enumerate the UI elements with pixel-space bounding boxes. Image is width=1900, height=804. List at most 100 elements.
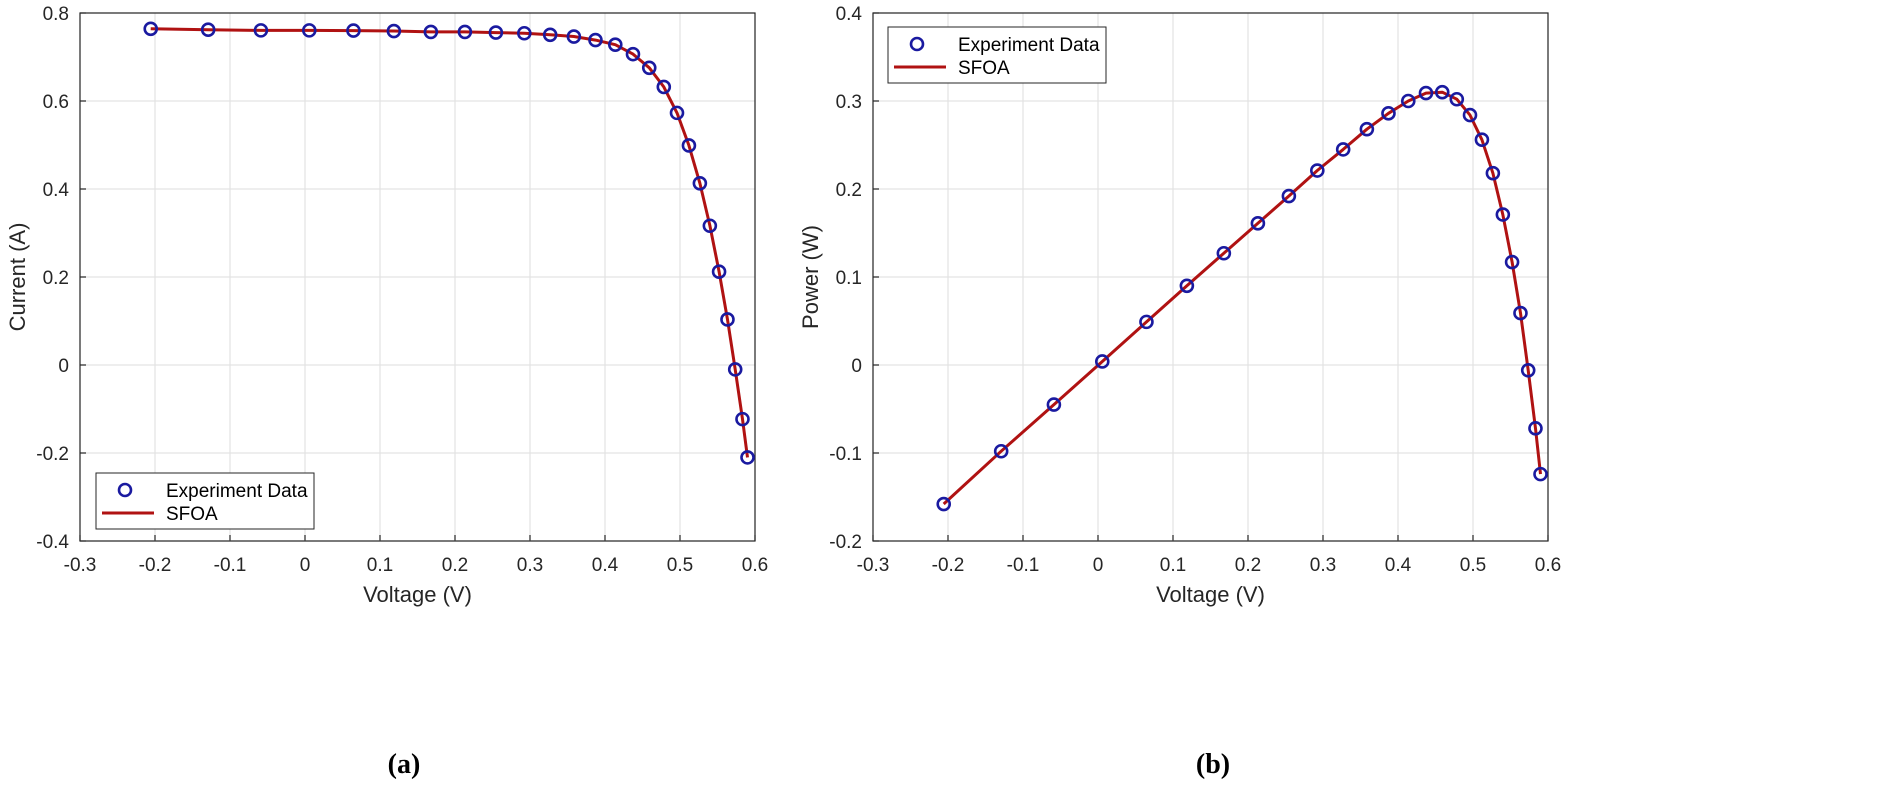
data-point (1474, 132, 1490, 148)
data-point (1046, 397, 1062, 412)
plot-frame (79, 12, 756, 542)
data-point (692, 175, 708, 191)
x-tick-label: 0 (300, 555, 311, 576)
data-point (566, 29, 582, 44)
x-tick-label: 0.5 (667, 555, 693, 576)
data-point (1359, 121, 1375, 137)
y-tick-label: 0.8 (43, 4, 69, 25)
legend-box (887, 26, 1107, 84)
data-point (1335, 142, 1351, 157)
x-tick-label: 0.1 (1160, 555, 1186, 576)
legend-label-experiment: Experiment Data (166, 481, 308, 502)
data-point (681, 138, 697, 153)
data-point (720, 312, 735, 327)
data-point (607, 37, 623, 52)
y-tick-label: 0.1 (836, 268, 862, 289)
x-tick-label: 0.6 (1535, 555, 1561, 576)
chart-caption: (b) (1196, 749, 1230, 780)
data-point (1094, 354, 1110, 369)
data-point (423, 24, 439, 40)
data-point (735, 411, 750, 427)
data-point (1462, 107, 1478, 123)
data-point (516, 25, 532, 41)
data-point (936, 496, 952, 512)
x-tick-label: -0.3 (64, 555, 97, 576)
x-tick-label: 0.4 (592, 555, 619, 576)
data-point (1495, 207, 1511, 222)
data-point (625, 46, 641, 62)
data-point (1310, 163, 1325, 178)
legend-label-sfoa: SFOA (958, 58, 1010, 79)
data-point (1449, 91, 1465, 107)
legend-label-sfoa: SFOA (166, 504, 218, 525)
y-axis-label: Current (A) (5, 223, 30, 332)
y-tick-label: -0.2 (829, 532, 862, 553)
x-tick-label: 0 (1093, 555, 1104, 576)
y-tick-label: 0.4 (836, 4, 863, 25)
data-point (200, 22, 216, 38)
data-point (1250, 216, 1266, 231)
y-tick-label: 0.4 (43, 180, 70, 201)
data-point (143, 21, 159, 37)
data-point (1139, 314, 1154, 330)
data-point (457, 24, 473, 40)
chart-caption: (a) (388, 749, 421, 780)
x-tick-label: -0.1 (214, 555, 247, 576)
legend-marker-circle (909, 36, 925, 52)
y-tick-label: -0.4 (36, 532, 69, 553)
series-line-sfoa (942, 90, 1542, 506)
x-tick-label: 0.2 (442, 555, 468, 576)
y-axis-label: Power (W) (798, 225, 823, 329)
data-point (542, 27, 558, 43)
data-point (669, 105, 685, 121)
legend-label-experiment: Experiment Data (958, 35, 1100, 56)
data-point (993, 443, 1009, 459)
data-point (1533, 466, 1548, 482)
y-tick-label: -0.1 (829, 444, 862, 465)
data-point (1520, 362, 1536, 378)
data-point (1418, 85, 1434, 101)
data-point (1281, 188, 1297, 204)
legend-box (95, 472, 315, 530)
data-point (253, 23, 269, 38)
data-point (702, 218, 718, 234)
data-point (588, 32, 603, 48)
data-point (656, 79, 672, 95)
y-tick-label: 0 (58, 356, 69, 377)
data-point (301, 23, 317, 38)
data-point (641, 60, 657, 76)
x-tick-label: 0.4 (1385, 555, 1412, 576)
data-point (1381, 106, 1396, 121)
legend-marker-circle (117, 482, 133, 498)
x-axis-label: Voltage (V) (363, 582, 472, 607)
x-tick-label: 0.6 (742, 555, 768, 576)
data-point (727, 362, 743, 377)
x-tick-label: -0.2 (139, 555, 172, 576)
data-point (1216, 245, 1232, 261)
data-point (488, 25, 504, 40)
data-point (1528, 421, 1543, 436)
data-point (1179, 278, 1195, 294)
x-tick-label: 0.3 (1310, 555, 1336, 576)
x-tick-label: 0.5 (1460, 555, 1486, 576)
x-tick-label: -0.1 (1007, 555, 1040, 576)
y-tick-label: 0.3 (836, 92, 862, 113)
chart-a: -0.3 -0.2 -0.1 0 0.1 0.2 0.3 0.4 0.5 0.6 -0.4 -0.2 0… (5, 4, 768, 780)
data-point (1434, 84, 1450, 100)
data-point (1504, 254, 1520, 270)
chart-b: -0.3 -0.2 -0.1 0 0.1 0.2 0.3 0.4 0.5 0.6-0.2-0.10… (798, 4, 1561, 780)
data-point (386, 23, 402, 39)
x-tick-label: 0.1 (367, 555, 393, 576)
y-tick-label: 0.2 (836, 180, 862, 201)
x-tick-label: 0.2 (1235, 555, 1261, 576)
data-point (346, 23, 361, 38)
y-tick-label: -0.2 (36, 444, 69, 465)
y-tick-label: 0.2 (43, 268, 69, 289)
y-tick-label: 0.6 (43, 92, 69, 113)
x-tick-label: 0.3 (517, 555, 543, 576)
plot-frame (872, 12, 1549, 542)
data-point (1485, 165, 1501, 181)
